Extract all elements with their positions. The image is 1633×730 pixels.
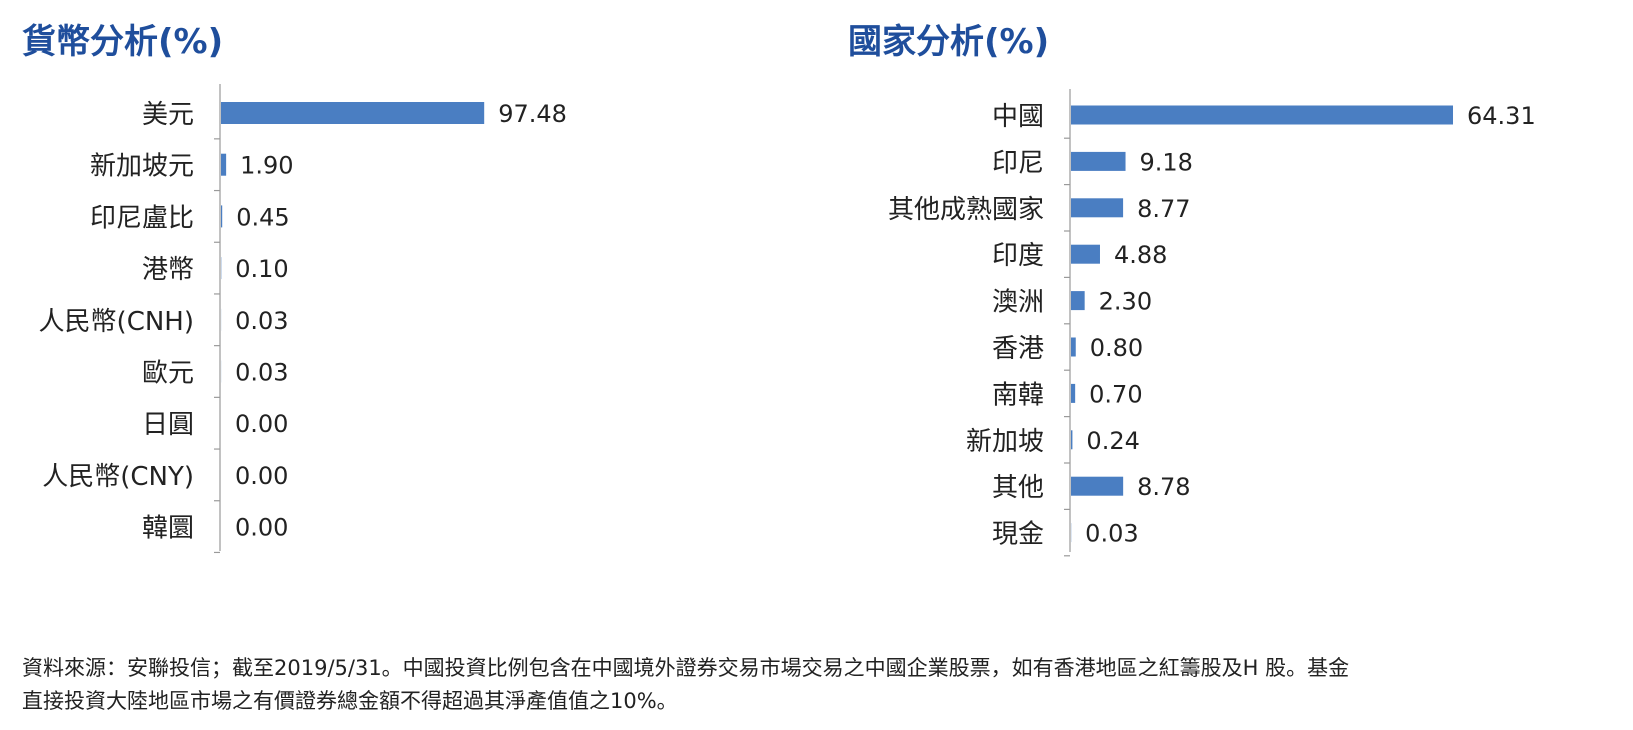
category-label: 美元	[142, 100, 194, 130]
country-chart-title: 國家分析(%)	[848, 22, 1050, 62]
category-label: 日圓	[142, 410, 194, 440]
category-label: 澳洲	[992, 288, 1044, 318]
category-label: 中國	[992, 102, 1044, 132]
category-label: 印尼	[992, 148, 1044, 178]
bar	[1071, 430, 1073, 450]
bar	[221, 153, 227, 176]
data-label: 0.10	[235, 255, 288, 283]
bar	[1071, 337, 1076, 357]
bar	[1071, 244, 1100, 264]
category-label: 其他	[992, 473, 1044, 503]
data-label: 9.18	[1140, 148, 1193, 176]
category-label: 韓圜	[142, 514, 194, 544]
category-label: 新加坡	[966, 427, 1044, 457]
data-label: 0.03	[1085, 520, 1138, 548]
data-label: 2.30	[1099, 288, 1152, 316]
data-label: 0.00	[235, 410, 288, 438]
category-label: 印尼盧比	[90, 203, 194, 233]
currency-chart-title: 貨幣分析(%)	[22, 22, 224, 62]
category-label: 新加坡元	[90, 152, 194, 182]
bar	[1071, 151, 1126, 171]
bar	[1071, 383, 1076, 403]
data-label: 0.24	[1086, 427, 1139, 455]
category-label: 其他成熟國家	[888, 195, 1044, 225]
data-label: 0.80	[1090, 334, 1143, 362]
category-label: 印度	[992, 241, 1044, 271]
category-label: 人民幣(CNH)	[39, 307, 194, 337]
country-bar-chart: 中國 64.31 印尼 9.18 其他成熟國家 8.77 印度 4.88 澳洲 2.30 香港 0.8…	[888, 89, 1536, 557]
category-label: 現金	[992, 520, 1044, 550]
bar	[1071, 291, 1085, 311]
footnote-line-1: 資料來源：安聯投信；截至2019/5/31。中國投資比例包含在中國境外證券交易市…	[22, 656, 1350, 680]
data-label: 4.88	[1114, 241, 1167, 269]
bar	[221, 102, 485, 124]
footnote-line-2: 直接投資大陸地區市場之有價證券總金額不得超過其淨產值值之10%。	[22, 689, 678, 713]
data-label: 0.00	[235, 514, 288, 542]
category-label: 歐元	[142, 359, 194, 389]
data-label: 64.31	[1467, 102, 1536, 130]
category-label: 香港	[992, 334, 1044, 364]
data-label: 8.77	[1137, 195, 1190, 223]
data-label: 8.78	[1137, 473, 1190, 501]
category-label: 南韓	[992, 380, 1044, 410]
data-label: 0.03	[235, 359, 288, 387]
bar	[221, 205, 223, 228]
data-label: 0.45	[236, 203, 289, 231]
category-label: 人民幣(CNY)	[42, 462, 194, 492]
data-label: 0.00	[235, 462, 288, 490]
data-label: 0.03	[235, 307, 288, 335]
currency-bar-chart: 美元 97.48 新加坡元 1.90 印尼盧比 0.45 港幣 0.10 人民幣(CNH) 0.0…	[39, 84, 567, 554]
bar	[1071, 105, 1454, 125]
data-label: 0.70	[1089, 380, 1142, 408]
data-label: 1.90	[240, 152, 293, 180]
footnote: 資料來源：安聯投信；截至2019/5/31。中國投資比例包含在中國境外證券交易市…	[22, 652, 1612, 718]
category-label: 港幣	[142, 255, 194, 285]
bar	[1071, 476, 1124, 496]
bar	[1071, 198, 1124, 218]
data-label: 97.48	[498, 100, 567, 128]
